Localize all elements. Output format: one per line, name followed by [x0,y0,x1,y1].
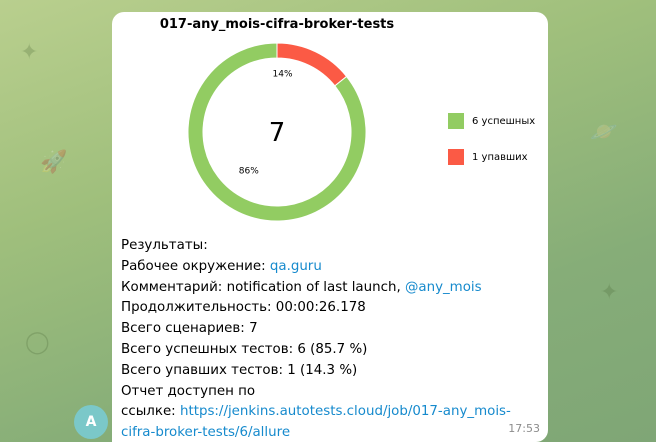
message-bubble[interactable]: 017-any_mois-cifra-broker-tests 14% 86% 7… [112,12,548,442]
duration-value: 00:00:26.178 [275,300,366,316]
star-doodle-icon: ✦ [20,40,39,65]
donut-chart: 14% 86% 7 [187,42,367,222]
results-heading: Результаты: [121,238,208,253]
legend-swatch-failed [448,149,464,165]
legend-label-failed: 1 упавших [472,151,528,163]
legend-label-passed: 6 успешных [472,115,536,127]
report-link-line: ссылке: https://jenkins.autotests.cloud/… [121,402,539,442]
star-doodle-icon: ✦ [600,280,619,305]
message-text: Результаты: Рабочее окружение: qa.guru К… [121,236,539,442]
report-label: ссылке: [121,404,180,420]
legend-swatch-passed [448,113,464,129]
slice-passed [187,42,367,222]
scenarios-line: Всего сценариев: 7 [121,319,539,340]
env-link[interactable]: qa.guru [269,258,322,274]
rocket-doodle-icon: 🚀 [40,150,68,175]
center-total-label: 7 [269,118,286,148]
report-label-line: Отчет доступен по [121,383,256,399]
duration-line: Продолжительность: 00:00:26.178 [121,298,539,319]
failed-value: 1 (14.3 %) [287,362,358,378]
env-line: Рабочее окружение: qa.guru [121,257,539,278]
passed-label: Всего успешных тестов: [121,341,298,357]
failed-line: Всего упавших тестов: 1 (14.3 %) [121,361,539,382]
comment-value: notification of last launch, [226,279,405,295]
passed-line: Всего успешных тестов: 6 (85.7 %) [121,340,539,361]
comment-label: Комментарий: [121,279,227,295]
scenarios-label: Всего сценариев: [121,321,250,337]
comment-line: Комментарий: notification of last launch… [121,278,539,299]
planet-doodle-icon: ◯ [25,330,50,355]
env-label: Рабочее окружение: [121,258,270,274]
slice-label-passed: 86% [239,166,259,176]
message-time: 17:53 [508,422,540,435]
slice-label-failed: 14% [273,69,293,79]
duration-label: Продолжительность: [121,300,276,316]
chart-legend: 6 успешных 1 упавших [448,112,535,184]
chart-title: 017-any_mois-cifra-broker-tests [159,17,395,32]
report-link[interactable]: https://jenkins.autotests.cloud/job/017-… [121,404,511,441]
scenarios-value: 7 [249,321,258,337]
legend-item-failed: 1 упавших [448,148,535,166]
failed-label: Всего упавших тестов: [121,362,288,378]
planet-doodle-icon: 🪐 [590,120,618,145]
legend-item-passed: 6 успешных [448,112,535,130]
results-chart: 017-any_mois-cifra-broker-tests 14% 86% 7… [112,12,548,237]
avatar[interactable]: A [74,405,108,439]
slice-failed [276,42,348,87]
mention-link[interactable]: @any_mois [404,279,482,295]
passed-value: 6 (85.7 %) [297,341,368,357]
